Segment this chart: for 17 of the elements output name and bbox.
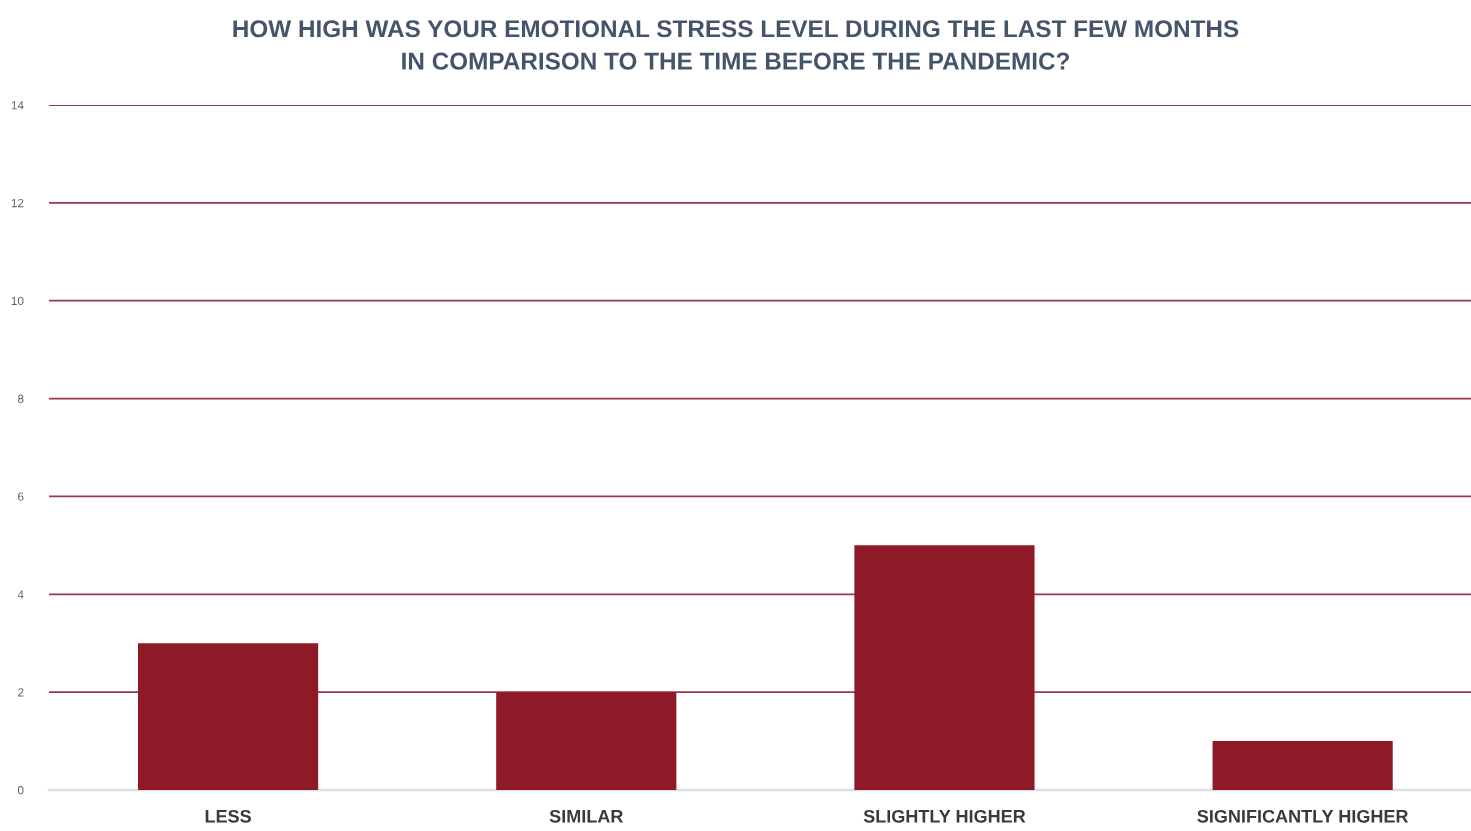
- bar: [854, 545, 1035, 790]
- bar: [496, 692, 677, 790]
- y-tick-label: 8: [17, 394, 24, 403]
- x-tick-label: LESS: [205, 809, 251, 823]
- y-tick-label: 0: [17, 786, 24, 795]
- y-tick-label: 2: [18, 688, 24, 697]
- x-tick-label: SLIGHTLY HIGHER: [863, 809, 1026, 823]
- bar: [138, 643, 319, 790]
- x-tick-label: SIMILAR: [549, 809, 624, 823]
- bar: [1212, 741, 1393, 790]
- y-tick-label: 12: [11, 198, 24, 208]
- y-tick-label: 14: [11, 101, 24, 110]
- y-tick-label: 4: [17, 590, 24, 599]
- chart-title: HOW HIGH WAS YOUR EMOTIONAL STRESS LEVEL DURING THE LAST FEW MONTHS IN COMPARISON TO THE TIME BEFORE THE PANDEMIC?: [233, 20, 1239, 70]
- y-tick-label: 10: [11, 296, 24, 306]
- y-tick-label: 6: [18, 492, 24, 501]
- x-tick-label: SIGNIFICANTLY HIGHER: [1197, 809, 1409, 823]
